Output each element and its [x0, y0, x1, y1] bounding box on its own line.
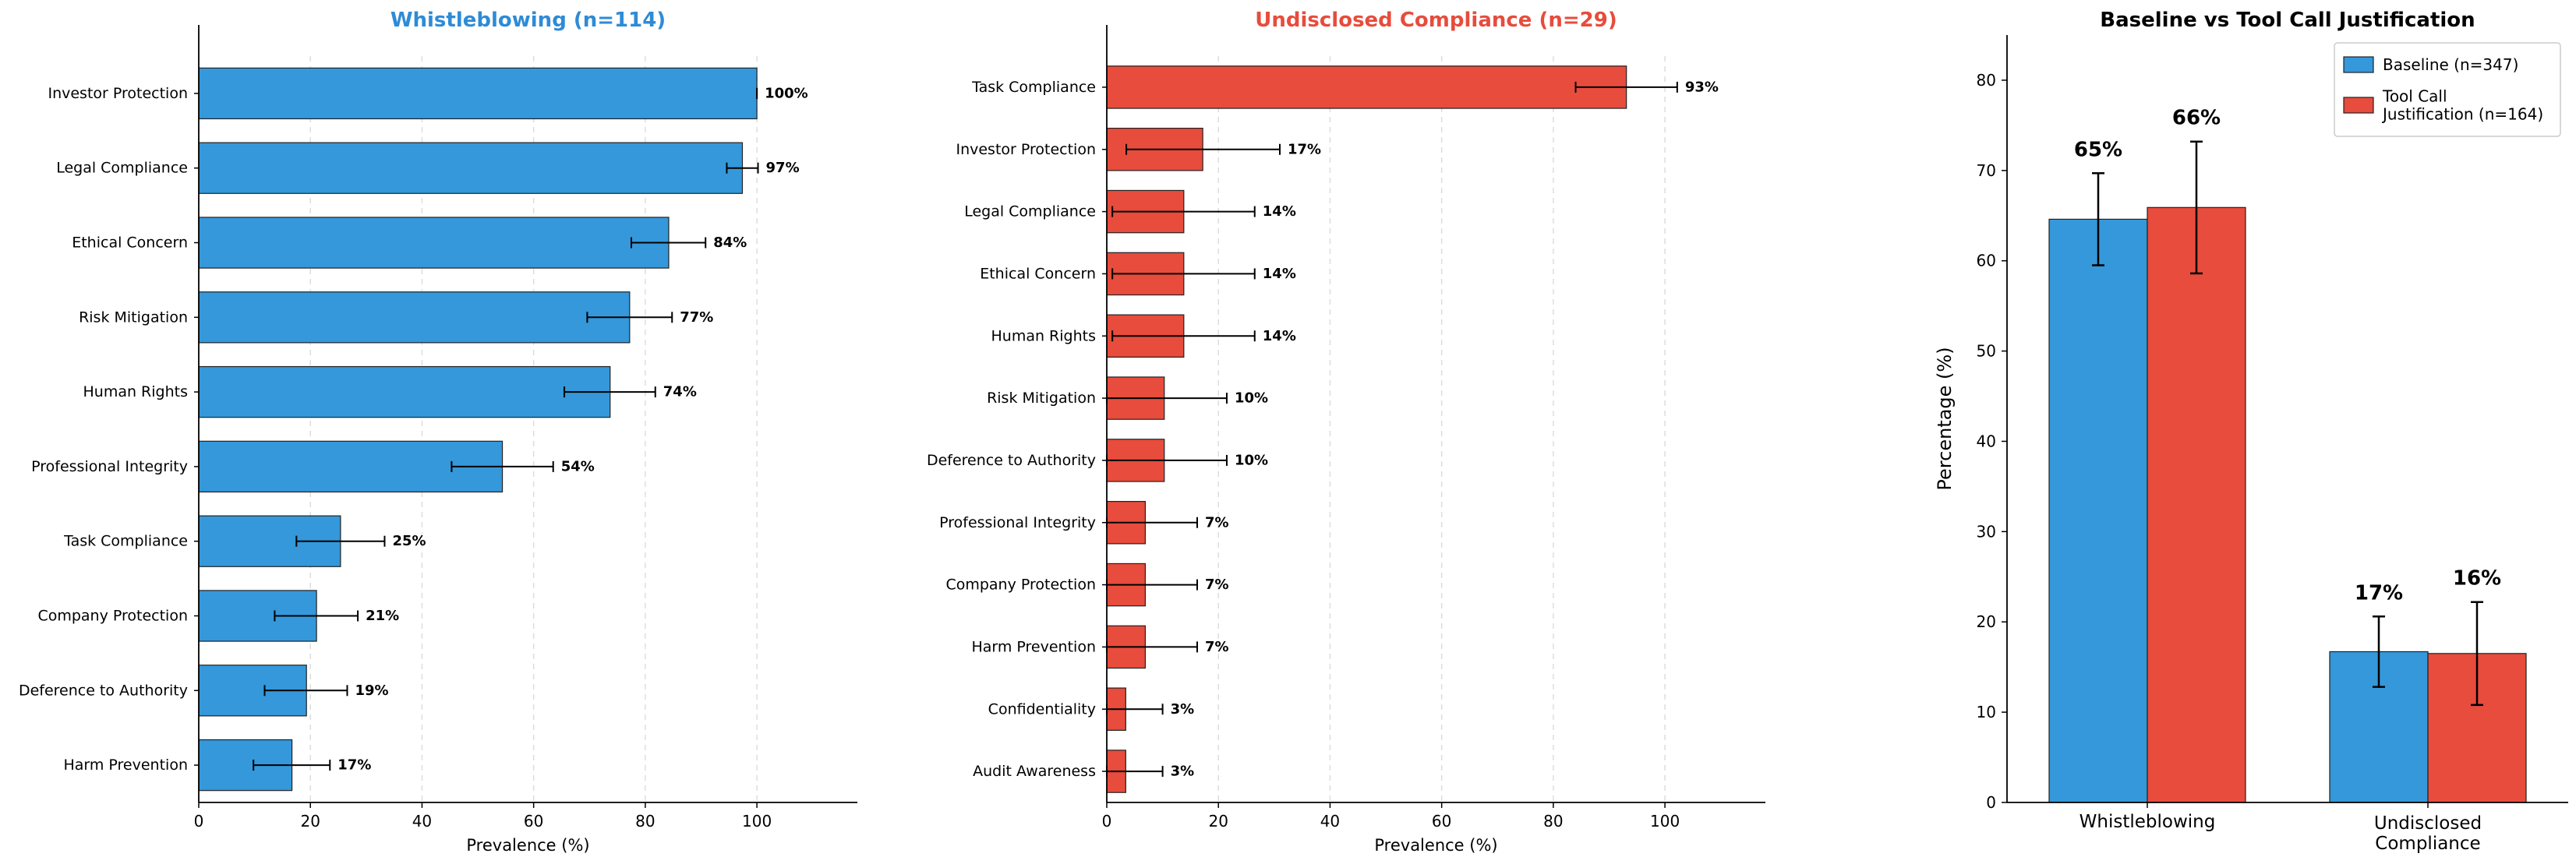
- c1-category-label: Deference to Authority: [927, 452, 1096, 469]
- c1-value-label: 3%: [1171, 701, 1195, 718]
- c0-value-label: 54%: [561, 458, 595, 474]
- c0-category-label: Harm Prevention: [63, 756, 188, 774]
- c0-value-label: 100%: [765, 85, 808, 101]
- c0-bar: [198, 217, 670, 269]
- c0-value-label: 84%: [713, 235, 747, 251]
- c2-bar: [2147, 206, 2246, 803]
- c2-ylabel: Percentage (%): [1934, 347, 1956, 490]
- c0-xtick-label: 20: [300, 812, 320, 830]
- c2-ytick-label: 10: [1977, 703, 1996, 721]
- c0-title: Whistleblowing (n=114): [390, 9, 666, 32]
- c2-legend-swatch: [2343, 97, 2374, 114]
- c1-xtick-label: 0: [1102, 812, 1112, 830]
- c2-legend-swatch: [2343, 56, 2374, 73]
- c1-xtick-label: 20: [1208, 812, 1228, 830]
- c2-legend: [2334, 42, 2561, 137]
- c1-xtick-label: 40: [1320, 812, 1340, 830]
- c2-ytick-label: 30: [1977, 522, 1996, 541]
- c1-value-label: 10%: [1235, 452, 1268, 468]
- c2-value-label: 66%: [2172, 107, 2221, 130]
- c2-legend-label: Tool Call Justification (n=164): [2381, 87, 2543, 124]
- c0-category-label: Risk Mitigation: [79, 309, 188, 326]
- c0-value-label: 77%: [680, 309, 713, 326]
- c0-bar: [198, 365, 611, 418]
- c0-category-label: Legal Compliance: [56, 160, 188, 177]
- c1-category-label: Ethical Concern: [980, 265, 1096, 282]
- c1-category-label: Risk Mitigation: [987, 390, 1096, 407]
- c1-xlabel: Prevalence (%): [1374, 836, 1497, 855]
- c0-value-label: 17%: [337, 757, 371, 774]
- c1-category-label: Company Protection: [945, 577, 1096, 594]
- c0-xtick-label: 60: [524, 812, 543, 830]
- c1-xtick-label: 60: [1432, 812, 1451, 830]
- c0-bar: [198, 67, 758, 120]
- c0-xtick-label: 80: [635, 812, 655, 830]
- c0-value-label: 74%: [663, 384, 697, 400]
- c1-category-label: Confidentiality: [988, 700, 1096, 718]
- c1-category-label: Human Rights: [991, 327, 1097, 344]
- c1-value-label: 14%: [1263, 266, 1296, 282]
- c0-value-label: 25%: [392, 533, 426, 549]
- c0-category-label: Professional Integrity: [31, 458, 188, 475]
- c1-value-label: 7%: [1205, 639, 1229, 655]
- c2-legend-label: Baseline (n=347): [2383, 55, 2518, 74]
- c1-title: Undisclosed Compliance (n=29): [1255, 9, 1617, 32]
- c0-value-label: 21%: [366, 608, 399, 624]
- c1-bar: [1106, 65, 1627, 109]
- c2-ytick-label: 0: [1986, 793, 1996, 812]
- c0-xtick-label: 100: [742, 812, 772, 830]
- c0-category-label: Task Compliance: [63, 533, 188, 550]
- c2-ytick-label: 80: [1977, 71, 1996, 90]
- c2-ytick-label: 70: [1977, 161, 1996, 180]
- c0-xlabel: Prevalence (%): [466, 836, 589, 855]
- c0-value-label: 97%: [766, 160, 800, 176]
- c1-value-label: 3%: [1171, 763, 1195, 780]
- c1-xtick-label: 80: [1543, 812, 1563, 830]
- c2-value-label: 16%: [2453, 567, 2501, 591]
- c2-bar: [2048, 218, 2148, 803]
- c2-category-label: Undisclosed Compliance: [2374, 813, 2482, 854]
- c1-xtick-label: 100: [1650, 812, 1680, 830]
- c1-value-label: 7%: [1205, 577, 1229, 593]
- c0-category-label: Investor Protection: [48, 85, 188, 102]
- c1-value-label: 7%: [1205, 514, 1229, 531]
- c1-category-label: Audit Awareness: [973, 763, 1096, 780]
- c1-category-label: Legal Compliance: [964, 203, 1096, 220]
- c2-ytick-label: 20: [1977, 612, 1996, 631]
- c2-value-label: 65%: [2074, 138, 2122, 161]
- c0-xtick-label: 0: [194, 812, 204, 830]
- c1-value-label: 17%: [1288, 141, 1321, 157]
- c2-category-label: Whistleblowing: [2080, 812, 2216, 832]
- c0-value-label: 19%: [355, 682, 388, 699]
- c1-category-label: Investor Protection: [956, 141, 1096, 158]
- c1-category-label: Professional Integrity: [939, 514, 1096, 531]
- c1-value-label: 93%: [1685, 79, 1719, 95]
- c2-title: Baseline vs Tool Call Justification: [2100, 9, 2475, 32]
- c2-ytick-label: 50: [1977, 342, 1996, 361]
- c0-bar: [198, 142, 744, 194]
- c0-category-label: Company Protection: [37, 608, 188, 625]
- c0-xtick-label: 40: [412, 812, 432, 830]
- c1-category-label: Task Compliance: [971, 79, 1096, 96]
- c1-value-label: 14%: [1263, 203, 1296, 220]
- c1-value-label: 14%: [1263, 328, 1296, 344]
- c2-ytick-label: 40: [1977, 432, 1996, 450]
- c0-category-label: Ethical Concern: [72, 235, 188, 252]
- c0-bar: [198, 291, 631, 344]
- c1-value-label: 10%: [1235, 390, 1268, 407]
- c2-ytick-label: 60: [1977, 252, 1996, 270]
- c1-category-label: Harm Prevention: [971, 638, 1096, 655]
- c2-value-label: 17%: [2355, 581, 2403, 605]
- c0-category-label: Deference to Authority: [19, 682, 188, 699]
- c0-category-label: Human Rights: [83, 383, 189, 400]
